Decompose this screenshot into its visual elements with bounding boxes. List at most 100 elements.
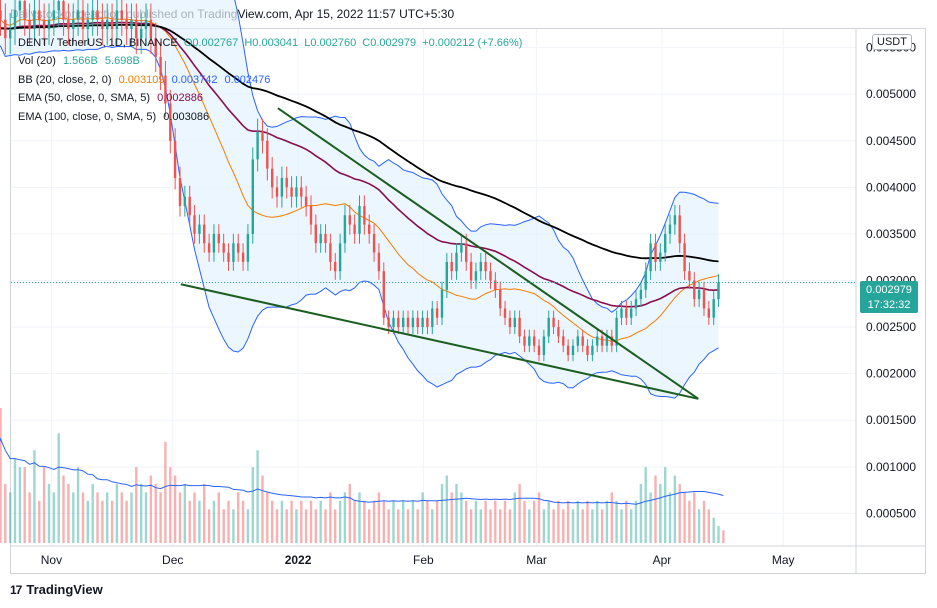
candle-body [173,140,177,179]
currency-button[interactable]: USDT [872,34,912,50]
candle-body [547,317,550,337]
candle-body [324,233,327,244]
volume-bar [115,483,119,543]
volume-bar [586,500,589,543]
legend-ema50-row: EMA (50, close, 0, SMA, 5) 0.002886 [18,89,522,107]
candle-body [271,168,274,188]
legend-ema100-row: EMA (100, close, 0, SMA, 5) 0.003086 [18,108,522,126]
bb-lower-line [0,45,719,399]
volume-bar [523,500,526,543]
volume-bar [173,475,177,543]
volume-ma-value: 5.698B [104,55,140,68]
volume-bar [392,500,395,543]
candle-body [285,178,288,188]
candle-body [697,289,701,300]
candle-body [503,308,507,318]
volume-bar [212,500,216,543]
volume-bar [159,492,162,543]
volume-bar [372,500,376,543]
volume-bar [639,483,643,543]
volume-bar [193,492,196,543]
candle-body [528,336,531,346]
volume-bar [304,509,308,544]
candle-body [372,233,376,253]
legend-symbol-row: DENT / TetherUS, 1D, BINANCE O0.002767 H… [18,34,522,52]
volume-bar [542,509,546,544]
volume-bar [154,483,157,543]
volume-bar [440,483,444,543]
candle-body [188,196,191,216]
volume-bar [266,492,269,543]
candle-body [183,196,186,206]
low-value: L0.002760 [304,37,357,49]
volume-bar [615,500,618,543]
candle-body [178,178,182,206]
volume-bar [241,500,245,543]
volume-bar [23,467,26,543]
volume-bar [0,408,2,543]
volume-bar [334,509,337,544]
volume-bar [183,483,186,543]
volume-bar [460,492,463,543]
volume-bar [678,483,681,543]
volume-bar [169,467,172,543]
volume-bar [528,509,531,544]
volume-bar [620,509,623,544]
candle-body [314,224,317,244]
candle-body [416,317,419,328]
volume-bar [576,500,579,543]
volume-bar [435,500,439,543]
volume-bar [557,500,560,543]
volume-bar [72,492,75,543]
volume-bar [343,492,347,543]
volume-bar [144,492,148,543]
tradingview-logo-icon: 17 [10,582,22,597]
candle-body [130,19,133,29]
volume-bar [668,492,672,543]
candle-body [406,317,410,328]
candle-body [634,299,638,309]
volume-bar [319,500,322,543]
bb-lower-value: 0.002476 [224,73,271,86]
candle-body [450,261,453,272]
volume-bar [722,530,725,543]
y-tick-label: 0.001500 [866,413,916,427]
candle-body [659,252,662,262]
volume-bar [256,450,259,543]
volume-bar [533,500,536,543]
candle-body [392,317,395,328]
candle-body [140,29,143,39]
chart-frame[interactable] [10,28,926,574]
candle-body [101,19,104,29]
volume-bar [52,492,55,543]
candle-body [586,345,589,355]
candle-body [431,308,434,328]
candle-body [120,10,123,20]
candle-body [426,317,429,328]
tradingview-footer[interactable]: 17 TradingView [10,582,103,597]
candle-body [610,336,613,346]
volume-bar [426,500,429,543]
candle-body [222,243,225,253]
candle-body [76,10,80,20]
volume-bar [581,509,584,544]
candle-body [678,215,681,244]
candle-body [469,261,473,281]
candle-body [649,243,652,272]
ema50-value: 0.002886 [157,92,204,105]
volume-bar [421,492,424,543]
volume-bar [227,500,230,543]
volume-bar [591,509,594,544]
candle-body [23,1,26,20]
volume-bar [232,509,235,544]
candle-body [562,336,565,346]
volume-bar [178,492,182,543]
volume-bar [717,526,720,543]
bb-basis-value: 0.003109 [118,73,165,86]
candle-body [664,233,667,253]
candle-body [144,19,148,29]
volume-bar [630,509,633,544]
volume-bar [625,500,628,543]
candle-body [499,289,502,309]
volume-bar [125,500,128,543]
